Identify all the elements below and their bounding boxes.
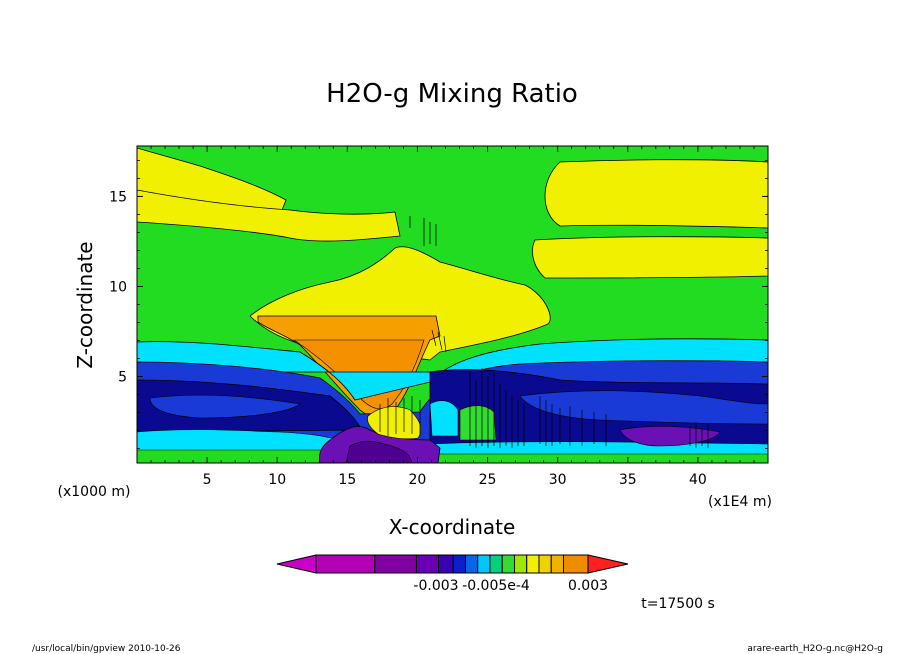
colorbar-segment [538, 554, 552, 574]
x-tick-label: 35 [619, 472, 637, 488]
footer-left: /usr/local/bin/gpview 2010-10-26 [32, 644, 181, 654]
region-cyan-bottom-right [429, 441, 768, 455]
colorbar-segment [415, 554, 440, 574]
region-cyan [137, 338, 768, 401]
x-axis-ticks: 5 10 15 20 25 30 35 40 [150, 146, 755, 488]
x-tick-label: 15 [338, 472, 356, 488]
colorbar-segment [315, 554, 376, 574]
colorbar-label: -0.003 [413, 578, 458, 594]
x-tick-label: 10 [268, 472, 286, 488]
colorbar-segment [438, 554, 454, 574]
region-mixed-yellow [367, 406, 422, 440]
colorbar-segment [513, 554, 528, 574]
region-yellow-mid-right [532, 236, 768, 279]
x-tick-label: 25 [479, 472, 497, 488]
region-mixed-green [459, 405, 497, 441]
y-tick-label: 5 [118, 370, 127, 386]
contour-field [137, 146, 768, 463]
y-tick-label: 10 [109, 279, 127, 295]
colorbar-label: -0.005e-4 [462, 578, 530, 594]
turbulence-streaks [379, 216, 709, 448]
region-yellow-upper-left-lower [137, 189, 401, 242]
x-tick-label: 5 [203, 472, 212, 488]
colorbar: -0.003 -0.005e-4 0.003 [276, 554, 629, 594]
region-darkpurple [345, 440, 413, 463]
x-axis-label: X-coordinate [389, 515, 516, 539]
y-axis-label: Z-coordinate [73, 241, 97, 368]
colorbar-segment [501, 554, 515, 574]
region-mixed-cyan [429, 400, 459, 437]
x-tick-label: 20 [409, 472, 427, 488]
region-blue-inner [149, 394, 301, 419]
chart-title: H2O-g Mixing Ratio [326, 79, 578, 109]
colorbar-segment [464, 554, 479, 574]
colorbar-right-arrow [587, 554, 629, 574]
y-tick-label: 15 [109, 189, 127, 205]
colorbar-segment [526, 554, 540, 574]
colorbar-label: 0.003 [568, 578, 608, 594]
region-purple-right [619, 426, 721, 447]
footer-right: arare-earth_H2O-g.nc@H2O-g [747, 644, 883, 654]
colorbar-left-arrow [276, 554, 317, 574]
x-unit-left: (x1000 m) [58, 484, 131, 500]
x-tick-label: 30 [549, 472, 567, 488]
colorbar-segment [550, 554, 564, 574]
colorbar-segment [374, 554, 417, 574]
colorbar-segment [489, 554, 503, 574]
x-unit-right: (x1E4 m) [708, 494, 772, 510]
time-label: t=17500 s [641, 596, 715, 612]
y-axis-ticks: 5 10 15 [109, 160, 768, 449]
region-yellow-upper-right [544, 159, 768, 229]
colorbar-segment [452, 554, 466, 574]
x-tick-label: 40 [689, 472, 707, 488]
colorbar-segment [477, 554, 491, 574]
colorbar-segment [562, 554, 589, 574]
